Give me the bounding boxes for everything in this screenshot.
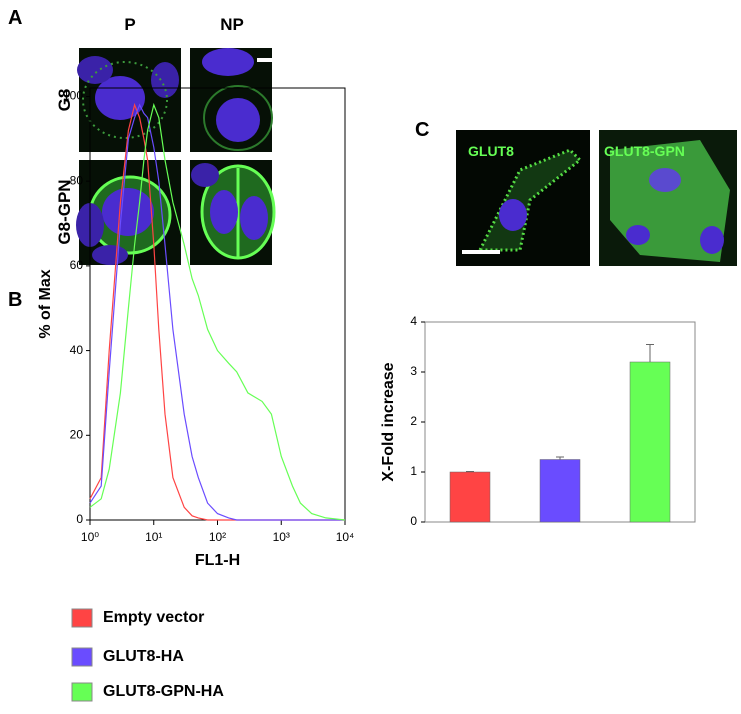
y-tick-label: 0 xyxy=(410,514,417,528)
panel-label: A xyxy=(8,7,22,29)
row-label: G8 xyxy=(55,89,74,112)
y-tick-label: 0 xyxy=(76,512,83,526)
x-tick-label: 10¹ xyxy=(145,530,162,544)
column-label: P xyxy=(124,15,135,34)
bar xyxy=(629,361,671,523)
x-tick-label: 10⁴ xyxy=(336,530,355,544)
y-axis-label: X-Fold increase xyxy=(380,362,397,481)
x-tick-label: 10² xyxy=(209,530,226,544)
micrograph xyxy=(190,160,276,265)
series-line xyxy=(89,103,345,521)
x-tick-label: 10⁰ xyxy=(81,530,99,544)
bar xyxy=(539,459,581,523)
micrograph xyxy=(599,130,737,266)
error-bar xyxy=(646,344,654,362)
micrograph xyxy=(190,48,287,152)
image-label: GLUT8 xyxy=(468,143,514,159)
legend-label: GLUT8-HA xyxy=(103,648,184,665)
column-label: NP xyxy=(220,15,244,34)
legend-label: GLUT8-GPN-HA xyxy=(103,683,224,700)
legend-swatch xyxy=(71,682,93,702)
image-label: GLUT8-GPN xyxy=(604,143,685,159)
y-tick-label: 40 xyxy=(70,343,84,357)
bar xyxy=(449,471,491,523)
y-axis-label: % of Max xyxy=(37,269,54,338)
x-axis-label: FL1-H xyxy=(195,552,240,569)
y-tick-label: 2 xyxy=(410,414,417,428)
error-bar xyxy=(556,456,564,460)
row-label: G8-GPN xyxy=(55,179,74,244)
error-bar xyxy=(466,471,474,472)
y-tick-label: 1 xyxy=(410,464,417,478)
y-tick-label: 60 xyxy=(70,258,84,272)
panel-label: C xyxy=(415,119,429,141)
y-tick-label: 80 xyxy=(70,173,84,187)
legend-swatch xyxy=(71,647,93,667)
legend-swatch xyxy=(71,608,93,628)
micrograph xyxy=(77,48,181,152)
panel-label: B xyxy=(8,289,22,311)
legend-label: Empty vector xyxy=(103,609,204,626)
y-tick-label: 3 xyxy=(410,364,417,378)
y-tick-label: 100 xyxy=(63,89,83,103)
series-line xyxy=(89,102,346,521)
micrograph xyxy=(456,130,590,266)
x-tick-label: 10³ xyxy=(273,530,290,544)
y-tick-label: 20 xyxy=(70,427,84,441)
y-tick-label: 4 xyxy=(410,314,417,328)
